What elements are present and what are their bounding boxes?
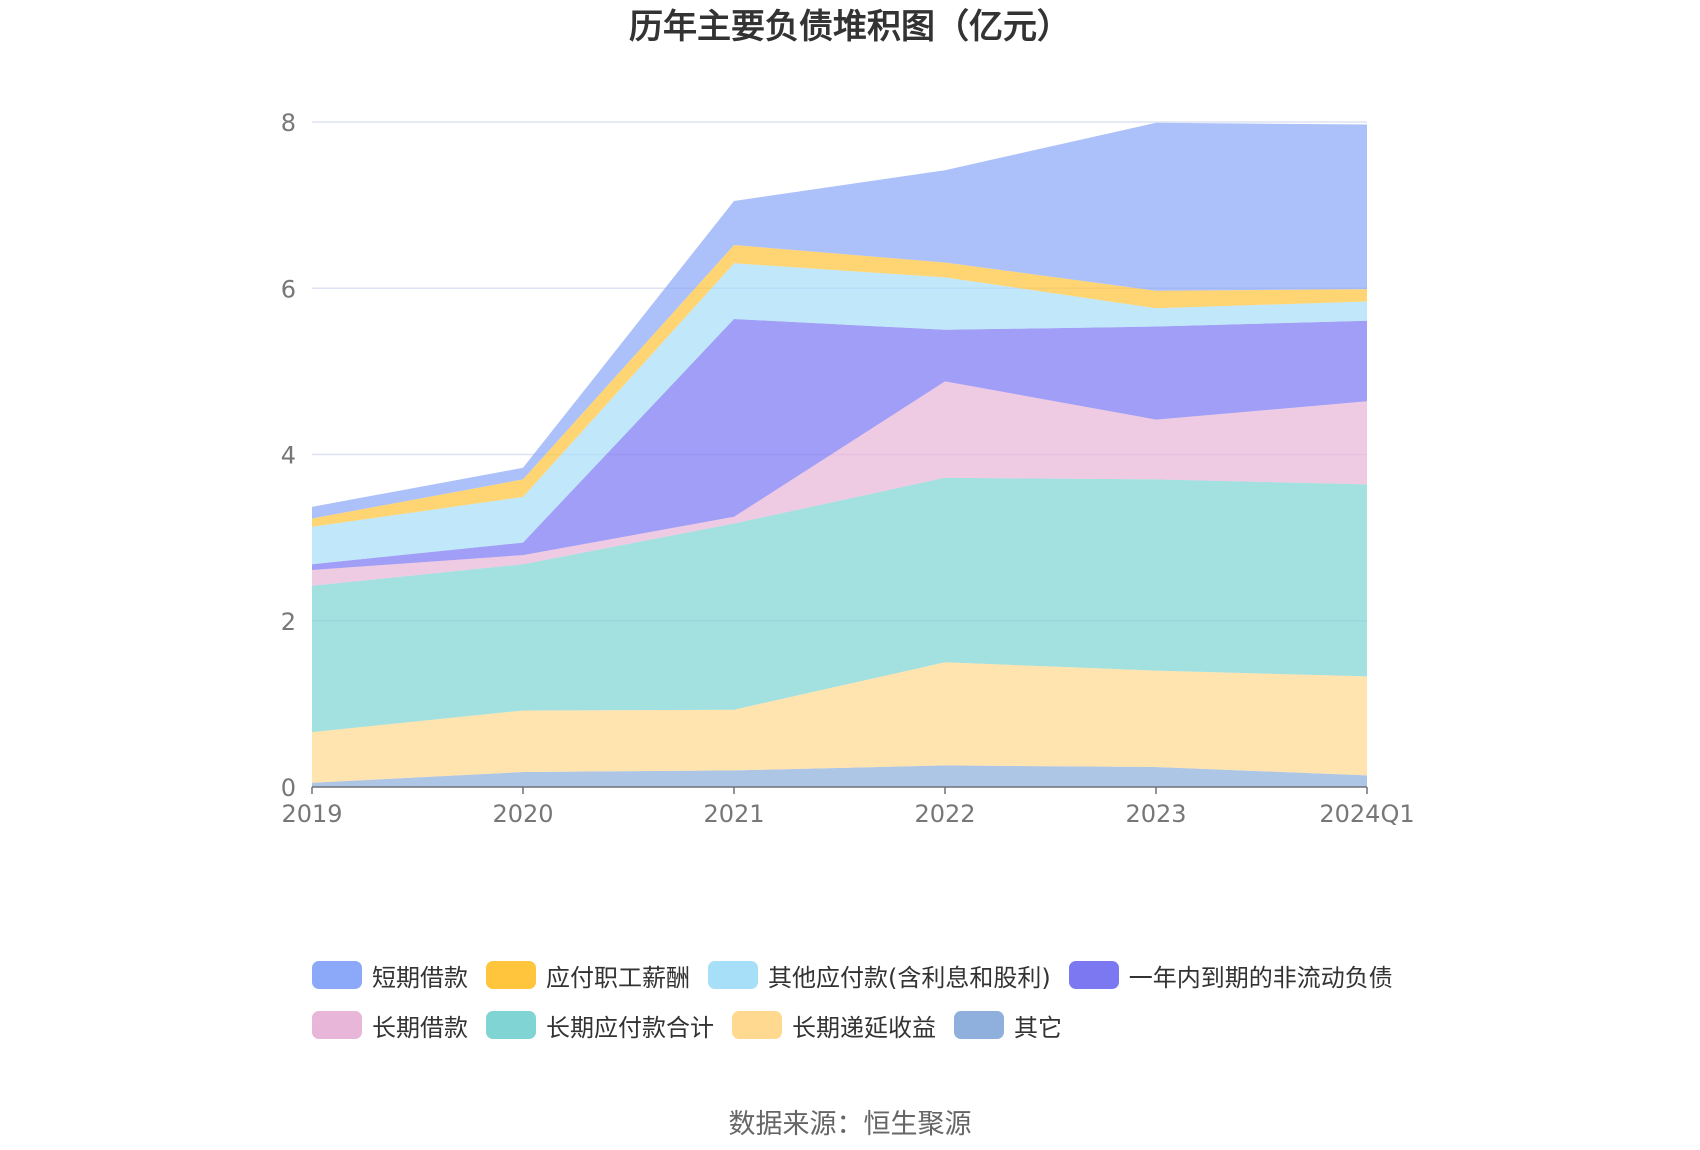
legend-swatch xyxy=(708,961,758,989)
legend-label: 长期递延收益 xyxy=(792,1013,936,1042)
x-tick-label: 2020 xyxy=(492,800,553,828)
legend-row: 长期借款 长期应付款合计 长期递延收益 其它 xyxy=(312,1000,1492,1050)
legend-label: 一年内到期的非流动负债 xyxy=(1128,963,1393,992)
legend-label: 其它 xyxy=(1014,1013,1062,1042)
x-tick-label: 2022 xyxy=(914,800,975,828)
legend-swatch xyxy=(486,1011,536,1039)
area-series xyxy=(312,662,1367,783)
legend-item[interactable]: 其他应付款(含利息和股利) xyxy=(708,958,1051,993)
legend-item[interactable]: 其它 xyxy=(954,1008,1062,1043)
area-series xyxy=(312,477,1367,733)
legend-swatch xyxy=(1068,961,1119,989)
legend-swatch xyxy=(954,1011,1004,1039)
legend-item[interactable]: 一年内到期的非流动负债 xyxy=(1068,958,1393,993)
legend-item[interactable]: 短期借款 xyxy=(312,958,468,993)
y-tick-label: 8 xyxy=(281,109,296,137)
area-series xyxy=(312,122,1367,519)
y-tick-label: 0 xyxy=(281,774,296,802)
area-series xyxy=(312,765,1367,787)
x-tick-label: 2021 xyxy=(703,800,764,828)
y-tick-label: 4 xyxy=(281,442,296,470)
source-note: 数据来源：恒生聚源 xyxy=(728,1109,972,1140)
legend-row: 短期借款 应付职工薪酬 其他应付款(含利息和股利) 一年内到期的非流动负债 xyxy=(312,950,1492,1000)
legend-item[interactable]: 长期应付款合计 xyxy=(486,1008,714,1043)
legend-item[interactable]: 长期递延收益 xyxy=(732,1008,936,1043)
legend-label: 长期借款 xyxy=(372,1013,468,1042)
area-series xyxy=(312,381,1367,586)
legend-swatch xyxy=(312,961,362,989)
x-tick-label: 2023 xyxy=(1125,800,1186,828)
legend-label: 其他应付款(含利息和股利) xyxy=(768,963,1051,992)
area-series xyxy=(312,263,1367,565)
x-tick-label: 2019 xyxy=(281,800,342,828)
legend-item[interactable]: 应付职工薪酬 xyxy=(486,958,690,993)
legend-label: 长期应付款合计 xyxy=(546,1013,714,1042)
area-series xyxy=(312,319,1367,570)
legend-swatch xyxy=(486,961,536,989)
legend-label: 应付职工薪酬 xyxy=(546,963,690,992)
axes: 0 2 4 6 8 2019 2020 2021 2022 2023 2024Q1 xyxy=(281,109,1415,828)
area-series-layer xyxy=(312,122,1367,787)
chart-title: 历年主要负债堆积图（亿元） xyxy=(629,7,1071,47)
y-tick-label: 2 xyxy=(281,608,296,636)
y-tick-label: 6 xyxy=(281,275,296,303)
legend-item[interactable]: 长期借款 xyxy=(312,1008,468,1043)
legend-label: 短期借款 xyxy=(372,963,468,992)
legend-swatch xyxy=(732,1011,782,1039)
legend-swatch xyxy=(312,1011,362,1039)
legend: 短期借款 应付职工薪酬 其他应付款(含利息和股利) 一年内到期的非流动负债 长期借款长… xyxy=(312,950,1492,1050)
x-tick-label: 2024Q1 xyxy=(1319,800,1414,828)
